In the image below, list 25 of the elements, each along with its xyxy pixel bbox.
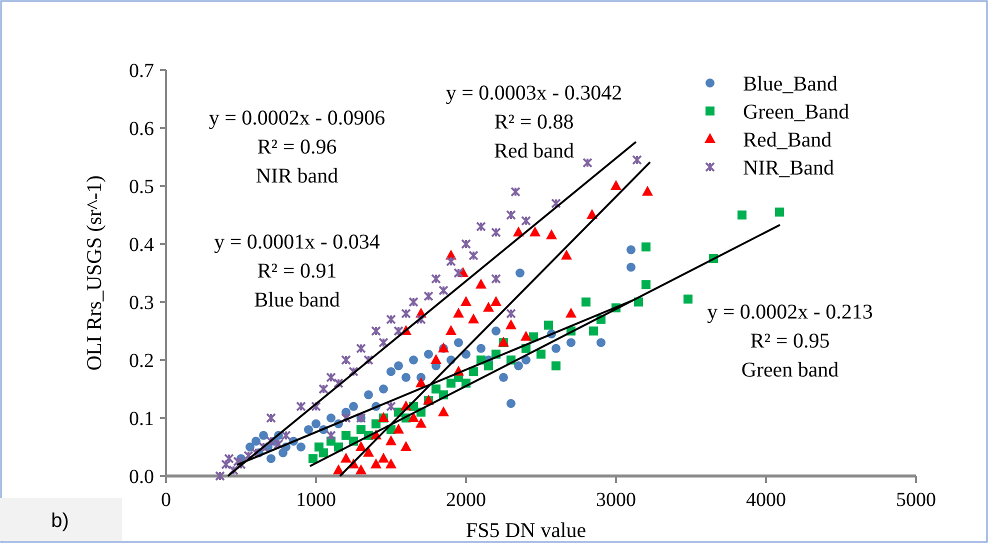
legend-label: Green_Band [743, 99, 850, 124]
x-tick-label: 5000 [896, 489, 936, 511]
y-tick-label: 0.1 [129, 408, 154, 430]
y-tick-label: 0.4 [129, 234, 154, 256]
x-tick-label: 1000 [296, 489, 336, 511]
x-tick-label: 3000 [596, 489, 636, 511]
text: b) [51, 510, 69, 532]
y-tick-label: 0.2 [129, 350, 154, 372]
legend-label: Red_Band [743, 127, 832, 152]
x-tick-label: 0 [161, 489, 171, 511]
y-tick-label: 0.7 [129, 60, 154, 82]
y-tick-label: 0.5 [129, 176, 154, 198]
y-tick-label: 0.6 [129, 118, 154, 140]
y-tick-label: 0.0 [129, 466, 154, 488]
annotation: y = 0.0002x - 0.0906 R² = 0.96 NIR band [208, 105, 386, 188]
x-tick-label: 4000 [746, 489, 786, 511]
y-axis-title: OLI Rrs_USGS (sr^-1) [82, 175, 106, 371]
legend-label: NIR_Band [743, 155, 834, 180]
annotation: y = 0.0003x - 0.3042 R² = 0.88 Red band [446, 80, 622, 162]
y-tick-label: 0.3 [129, 292, 154, 314]
legend-label: Blue_Band [743, 71, 838, 96]
annotation: y = 0.0001x - 0.034 R² = 0.91 Blue band [214, 229, 380, 312]
x-tick-label: 2000 [446, 489, 486, 511]
annotation: y = 0.0002x - 0.213 R² = 0.95 Green band [707, 299, 873, 382]
x-axis-title: FS5 DN value [466, 518, 586, 542]
